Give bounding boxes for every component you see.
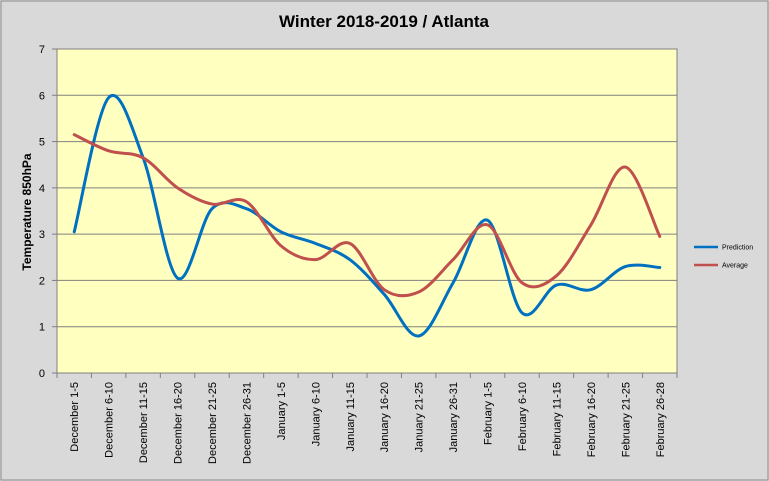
series-line-average — [72, 133, 662, 298]
x-tick-label: February 21-25 — [620, 382, 632, 457]
y-tick-label: 5 — [39, 137, 45, 149]
x-tick-label: February 6-10 — [517, 382, 529, 451]
plot-area — [56, 48, 678, 374]
y-tick-label: 0 — [39, 368, 45, 380]
gridlines — [57, 94, 677, 328]
x-tick-label: February 26-28 — [655, 382, 667, 457]
x-tick-label: January 16-20 — [379, 382, 391, 452]
x-tick-label: December 26-31 — [241, 382, 253, 464]
series-line-prediction — [72, 93, 662, 338]
legend: Prediction Average — [694, 245, 753, 270]
y-tick-label: 1 — [39, 322, 45, 334]
legend-label-prediction: Prediction — [722, 245, 753, 252]
y-tick-label: 7 — [39, 44, 45, 56]
y-tick-label: 4 — [39, 183, 45, 195]
x-tick-label: February 1-5 — [483, 382, 495, 445]
x-tick-label: January 6-10 — [310, 382, 322, 446]
x-tick-label: December 11-15 — [138, 382, 150, 463]
series-lines — [72, 93, 662, 338]
y-tick-label: 6 — [39, 90, 45, 102]
chart-title: Winter 2018-2019 / Atlanta — [279, 12, 489, 31]
y-tick-label: 2 — [39, 275, 45, 287]
x-tick-label: January 1-5 — [276, 382, 288, 440]
y-axis-ticks: 0 1 2 3 4 5 6 7 — [39, 44, 57, 380]
x-tick-label: December 6-10 — [104, 382, 116, 458]
y-axis-label: Temperature 850hPa — [20, 153, 34, 270]
x-tick-label: February 16-20 — [586, 382, 598, 457]
legend-label-average: Average — [722, 263, 748, 270]
x-tick-label: January 26-31 — [448, 382, 460, 452]
x-tick-label: December 21-25 — [207, 382, 219, 464]
x-tick-label: February 11-15 — [551, 382, 563, 456]
x-tick-label: January 21-25 — [414, 382, 426, 452]
x-tick-label: December 16-20 — [173, 382, 185, 464]
x-axis-ticks: December 1-5 December 6-10 December 11-15 D… — [56, 373, 678, 464]
y-tick-label: 3 — [39, 229, 45, 241]
x-tick-label: December 1-5 — [69, 382, 81, 452]
x-tick-label: January 11-15 — [345, 382, 357, 452]
